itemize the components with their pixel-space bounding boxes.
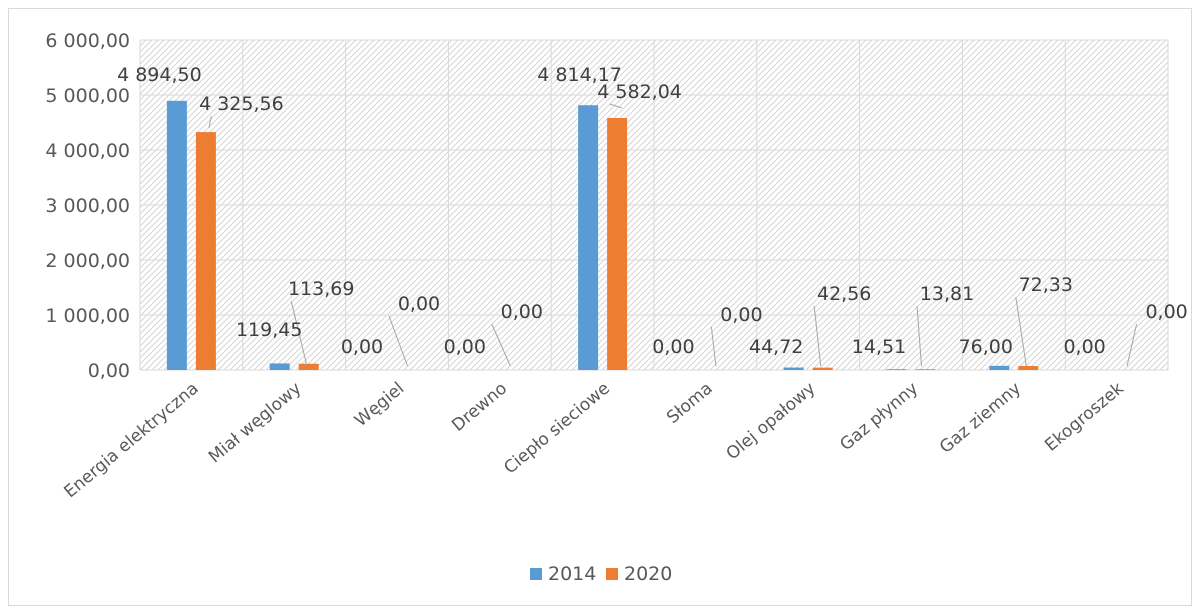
leader-line xyxy=(208,115,212,129)
bars xyxy=(166,100,1039,371)
x-tick-label: Energia elektryczna xyxy=(61,379,203,503)
bar-2014-8[interactable] xyxy=(989,365,1010,370)
x-tick-label: Miał węglowy xyxy=(205,379,305,468)
data-label-2014-0: 4 894,50 xyxy=(117,64,202,86)
x-tick-label: Gaz płynny xyxy=(836,379,922,456)
data-label-2020-3: 0,00 xyxy=(501,301,543,323)
data-label-2014-1: 119,45 xyxy=(236,319,302,341)
leader-line xyxy=(1015,296,1027,367)
leader-line xyxy=(388,315,408,367)
data-label-2020-5: 0,00 xyxy=(720,304,762,326)
legend-entry[interactable]: 2020 xyxy=(624,563,672,585)
leader-line xyxy=(1126,323,1138,367)
y-tick-label: 0,00 xyxy=(88,360,130,382)
bar-2020-6[interactable] xyxy=(812,367,833,370)
data-label-2014-9: 0,00 xyxy=(1063,336,1105,358)
gridlines xyxy=(139,39,1169,371)
bar-2020-7[interactable] xyxy=(915,369,936,370)
bar-2020-1[interactable] xyxy=(298,363,319,370)
data-label-2014-4: 4 814,17 xyxy=(537,64,622,86)
leader-line xyxy=(491,323,511,367)
data-label-2014-6: 44,72 xyxy=(749,336,803,358)
x-tick-label: Węgiel xyxy=(351,379,408,432)
bar-2014-6[interactable] xyxy=(783,367,804,370)
data-label-2020-7: 13,81 xyxy=(920,283,974,305)
data-label-2020-9: 0,00 xyxy=(1145,301,1187,323)
x-axis: Energia elektryczna Miał węglowy Węgiel Dre… xyxy=(61,378,1128,502)
leader-line xyxy=(916,305,922,367)
legend-entry[interactable]: 2014 xyxy=(548,563,596,585)
bar-2014-4[interactable] xyxy=(578,105,599,371)
bar-2020-4[interactable] xyxy=(607,117,628,371)
data-label-2020-6: 42,56 xyxy=(817,283,871,305)
y-tick-label: 3 000,00 xyxy=(45,195,130,217)
data-label-2020-2: 0,00 xyxy=(398,293,440,315)
leader-lines xyxy=(208,103,1138,367)
data-label-2014-5: 0,00 xyxy=(652,336,694,358)
bar-2020-0[interactable] xyxy=(195,132,216,370)
x-tick-label: Gaz ziemny xyxy=(936,379,1025,458)
bar-2014-1[interactable] xyxy=(269,363,290,370)
y-tick-label: 2 000,00 xyxy=(45,250,130,272)
data-label-2020-1: 113,69 xyxy=(288,278,354,300)
y-axis: 0,00 1 000,00 2 000,00 3 000,00 4 000,00 5 00… xyxy=(45,30,130,382)
leader-line xyxy=(290,300,308,366)
x-tick-label: Olej opałowy xyxy=(723,379,820,465)
leader-line xyxy=(609,103,623,109)
legend[interactable]: 2014 2020 xyxy=(530,563,672,585)
legend-swatch xyxy=(606,568,618,580)
data-label-2014-3: 0,00 xyxy=(444,336,486,358)
data-label-2014-8: 76,00 xyxy=(959,336,1013,358)
y-tick-label: 6 000,00 xyxy=(45,30,130,52)
data-label-2014-2: 0,00 xyxy=(341,336,383,358)
bar-2020-8[interactable] xyxy=(1018,366,1039,370)
data-label-2020-4: 4 582,04 xyxy=(597,81,682,103)
x-tick-label: Słoma xyxy=(663,379,716,428)
bar-2014-0[interactable] xyxy=(166,100,187,371)
data-label-2020-8: 72,33 xyxy=(1019,274,1073,296)
x-tick-label: Ekogroszek xyxy=(1041,378,1128,455)
y-tick-label: 1 000,00 xyxy=(45,305,130,327)
data-label-2014-7: 14,51 xyxy=(852,336,906,358)
leader-line xyxy=(710,326,717,367)
x-tick-label: Drewno xyxy=(448,379,511,436)
legend-swatch xyxy=(530,568,542,580)
y-tick-label: 4 000,00 xyxy=(45,140,130,162)
data-labels: 4 894,504 325,56119,45113,690,000,000,00… xyxy=(117,64,1188,358)
x-tick-label: Ciepło sieciowe xyxy=(500,379,613,479)
bar-2014-7[interactable] xyxy=(886,369,907,370)
data-label-2020-0: 4 325,56 xyxy=(199,93,284,115)
y-tick-label: 5 000,00 xyxy=(45,85,130,107)
leader-line xyxy=(813,305,822,367)
